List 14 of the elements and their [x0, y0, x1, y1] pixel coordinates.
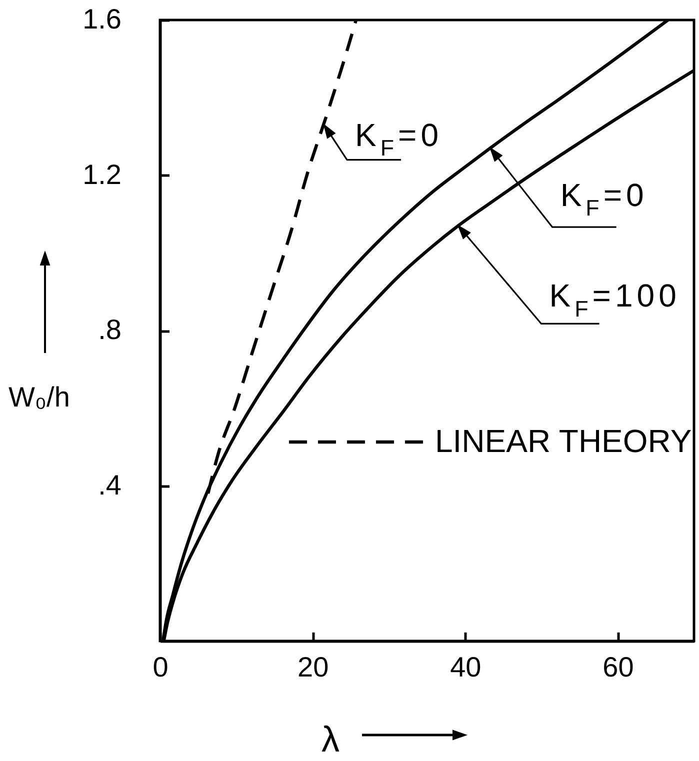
legend-label: LINEAR THEORY — [434, 422, 692, 459]
x-tick-label: 0 — [152, 652, 168, 682]
annotation: K$_{F}$=0 — [560, 177, 648, 221]
x-tick-label: 20 — [297, 652, 329, 682]
y-axis-title: W₀/h — [8, 382, 70, 412]
x-tick-label: 40 — [450, 652, 482, 682]
x-tick-label: 60 — [602, 652, 634, 682]
y-tick-label: .8 — [98, 314, 122, 345]
x-axis-title: λ — [322, 718, 340, 760]
y-tick-label: 1.6 — [82, 4, 122, 34]
annotation: K$_{F}$=0 — [355, 116, 443, 160]
y-tick-label: 1.2 — [82, 158, 122, 190]
y-tick-label: .4 — [98, 469, 122, 500]
annotation: K$_{F}$=100 — [549, 278, 680, 322]
